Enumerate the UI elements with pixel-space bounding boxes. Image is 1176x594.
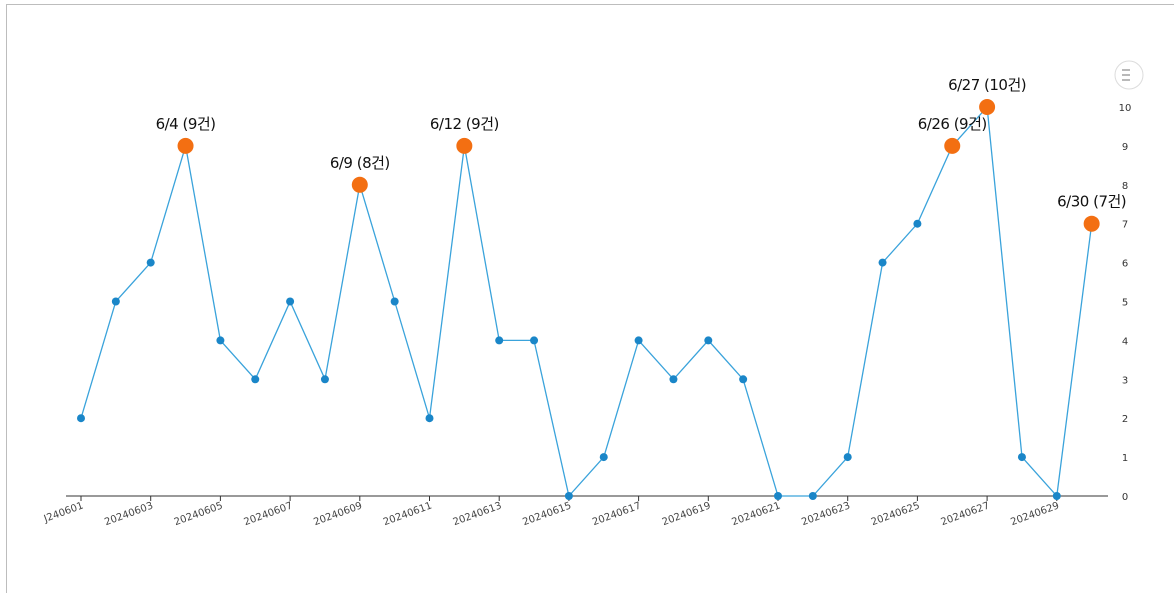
highlight-label: 6/26 (9건) <box>918 115 987 133</box>
x-tick-label: 20240629 <box>1009 500 1061 528</box>
highlight-point <box>1083 215 1100 232</box>
x-tick-label: 20240615 <box>521 500 573 528</box>
data-point <box>774 492 782 500</box>
data-point <box>878 258 887 267</box>
data-point <box>216 336 225 345</box>
x-tick-label: 20240609 <box>312 500 364 528</box>
data-point <box>146 258 155 267</box>
data-point <box>599 453 608 462</box>
highlight-label: 6/27 (10건) <box>948 76 1026 94</box>
x-tick-label: 20240603 <box>103 500 155 528</box>
x-tick-label: 20240623 <box>800 500 852 528</box>
data-point <box>77 414 85 423</box>
y-tick-label: 2 <box>1122 414 1128 425</box>
x-tick-label: 20240613 <box>452 500 504 528</box>
data-point <box>669 375 678 384</box>
y-tick-label: 3 <box>1122 375 1128 386</box>
y-tick-label: 1 <box>1122 453 1128 464</box>
highlight-point <box>177 137 194 154</box>
series-line <box>80 105 1093 498</box>
data-point <box>320 375 329 384</box>
data-point <box>704 336 713 345</box>
y-tick-label: 4 <box>1122 336 1128 347</box>
highlight-label: 6/12 (9건) <box>430 115 499 133</box>
data-point <box>843 453 852 462</box>
data-point <box>390 297 399 306</box>
x-tick-label: 20240607 <box>243 500 295 528</box>
control-layer <box>1114 60 1144 90</box>
highlight-point <box>979 99 996 115</box>
data-point <box>530 336 539 345</box>
highlight-layer <box>177 99 1100 232</box>
x-tick-label: 20240621 <box>730 500 782 528</box>
highlight-point <box>944 137 961 154</box>
data-point <box>913 219 922 228</box>
line-layer <box>80 105 1093 498</box>
y-tick-label: 9 <box>1122 142 1128 153</box>
x-tick-label: 20240619 <box>661 500 713 528</box>
y-tick-label: 6 <box>1122 259 1128 270</box>
x-tick-label: 20240625 <box>870 500 922 528</box>
highlight-label: 6/9 (8건) <box>330 154 390 172</box>
data-point <box>425 414 434 423</box>
highlight-label: 6/30 (7건) <box>1057 193 1126 211</box>
data-point <box>634 336 643 345</box>
label-layer: 6/4 (9건) 6/9 (8건) 6/12 (9건) 6/26 (9건) 6/27 (… <box>156 76 1127 211</box>
x-tick-label: 20240605 <box>173 500 225 528</box>
axis-layer: 01234567891011J2406012024060320240605202… <box>42 64 1132 528</box>
x-tick-label: 20240627 <box>940 500 992 528</box>
data-point <box>739 375 748 384</box>
data-point <box>808 492 817 500</box>
y-tick-label: 8 <box>1122 181 1128 192</box>
point-layer <box>77 219 1061 500</box>
x-tick-label: 20240611 <box>382 500 434 528</box>
highlight-label: 6/4 (9건) <box>156 115 216 133</box>
y-tick-label: 10 <box>1119 103 1132 114</box>
chart-frame <box>6 4 1174 593</box>
data-point <box>1052 492 1061 500</box>
x-tick-label: J240601 <box>42 500 85 525</box>
data-point <box>495 336 504 345</box>
x-tick-label: 20240617 <box>591 500 643 528</box>
y-tick-label: 5 <box>1122 298 1128 309</box>
data-point <box>1017 453 1026 462</box>
y-tick-label: 0 <box>1122 492 1128 503</box>
data-point <box>251 375 260 384</box>
data-point <box>286 297 295 306</box>
y-tick-label: 7 <box>1122 220 1128 231</box>
data-point <box>111 297 120 306</box>
chart-menu-button[interactable] <box>1114 60 1144 90</box>
data-point <box>564 492 573 500</box>
highlight-point <box>456 137 473 154</box>
highlight-point <box>351 176 368 193</box>
